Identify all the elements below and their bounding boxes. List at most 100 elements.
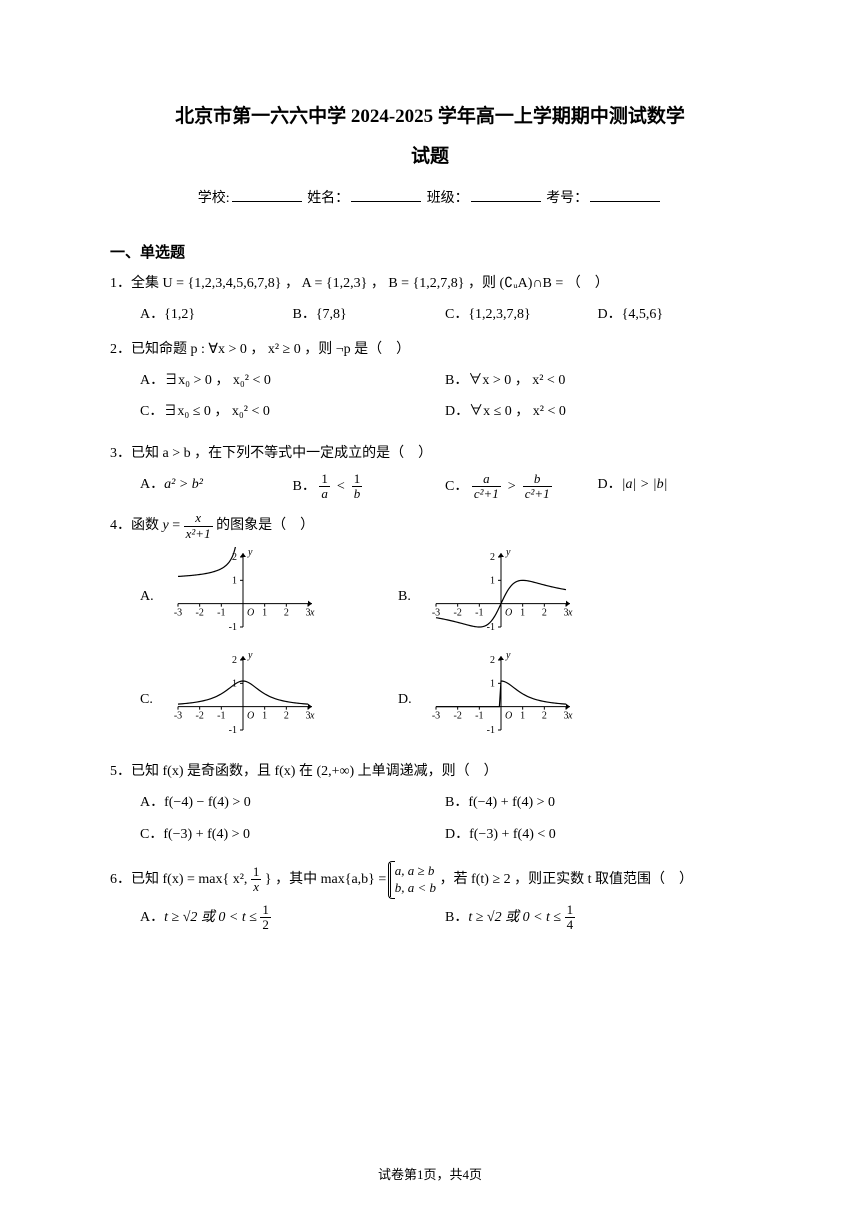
question-1: 1．全集 U = {1,2,3,4,5,6,7,8} ， A = {1,2,3}… <box>110 271 750 327</box>
frac-num: 1 <box>319 472 330 487</box>
examno-label: 考号： <box>546 191 588 206</box>
svg-text:y: y <box>247 650 253 661</box>
q1-opt-c: C．{1,2,3,7,8} <box>445 302 598 327</box>
q5-opt-d: D．f(−3) + f(4) < 0 <box>445 822 750 847</box>
svg-text:O: O <box>505 711 512 722</box>
examno-blank <box>590 187 660 202</box>
svg-text:y: y <box>505 547 511 558</box>
svg-text:2: 2 <box>490 552 495 563</box>
q2-body: 已知命题 p : ∀x > 0 ， x² ≥ 0 ，则 ¬p 是（ ） <box>131 342 410 357</box>
svg-text:2: 2 <box>542 711 547 722</box>
q6-number: 6． <box>110 872 131 887</box>
svg-text:-2: -2 <box>453 608 461 619</box>
q4-number: 4． <box>110 518 131 533</box>
q6b-pre: t ≥ √2 或 0 < t ≤ <box>468 910 564 925</box>
q6a-pre: t ≥ √2 或 0 < t ≤ <box>164 910 260 925</box>
svg-text:y: y <box>505 650 511 661</box>
svg-text:-1: -1 <box>487 725 495 736</box>
svg-text:-3: -3 <box>432 608 440 619</box>
frac-num: b <box>523 472 552 487</box>
q6-piece2: b, a < b <box>395 880 436 897</box>
q4-opt-c-label: C. <box>110 687 162 712</box>
frac-num: 1 <box>565 903 576 918</box>
q6-post: ，若 f(t) ≥ 2 ，则正实数 t 取值范围（ ） <box>440 872 693 887</box>
q4-text: 4．函数 y = xx²+1 的图象是（ ） <box>110 511 750 541</box>
q6a-frac: 12 <box>260 903 271 933</box>
q3-body: 已知 a > b ，在下列不等式中一定成立的是（ ） <box>131 446 432 461</box>
svg-text:O: O <box>247 711 254 722</box>
q1-opt-a: A．{1,2} <box>140 302 293 327</box>
q6-piecewise: a, a ≥ b b, a < b <box>390 863 436 897</box>
name-blank <box>351 187 421 202</box>
q4-row-cd: C. -3-2-1123-112Oxy D. -3-2-1123-112Oxy <box>110 650 750 749</box>
frac-num: a <box>472 472 501 487</box>
question-5: 5．已知 f(x) 是奇函数，且 f(x) 在 (2,+∞) 上单调递减，则（ … <box>110 759 750 853</box>
frac-den: x²+1 <box>184 527 213 541</box>
frac-num: 1 <box>251 865 262 880</box>
svg-text:-1: -1 <box>475 711 483 722</box>
q5-body: 已知 f(x) 是奇函数，且 f(x) 在 (2,+∞) 上单调递减，则（ ） <box>131 764 498 779</box>
svg-text:-1: -1 <box>229 725 237 736</box>
q2-text: 2．已知命题 p : ∀x > 0 ， x² ≥ 0 ，则 ¬p 是（ ） <box>110 337 750 362</box>
svg-text:O: O <box>247 608 254 619</box>
q6b-frac: 14 <box>565 903 576 933</box>
q2-opt-d: D．∀x ≤ 0 ， x² < 0 <box>445 399 750 424</box>
q2-opt-a: A．∃x₀ > 0 ， x₀² < 0 <box>140 368 445 393</box>
q3-options: A．a² > b² B． 1a < 1b C． ac²+1 > bc²+1 D．… <box>110 472 750 502</box>
class-blank <box>471 187 541 202</box>
frac-num: 1 <box>352 472 363 487</box>
q6b-label: B． <box>445 910 468 925</box>
q2-number: 2． <box>110 342 131 357</box>
name-label: 姓名： <box>307 191 349 206</box>
frac-den: c²+1 <box>523 487 552 501</box>
q4-row-ab: A. -3-2-1123-112Oxy B. -3-2-1123-112Oxy <box>110 547 750 646</box>
frac-den: x <box>251 880 262 894</box>
q6-piece1: a, a ≥ b <box>395 863 436 880</box>
q3-text: 3．已知 a > b ，在下列不等式中一定成立的是（ ） <box>110 441 750 466</box>
svg-text:x: x <box>567 711 573 722</box>
svg-text:1: 1 <box>490 678 495 689</box>
q3-opt-a: A．a² > b² <box>140 472 293 502</box>
svg-text:2: 2 <box>232 552 237 563</box>
q1-number: 1． <box>110 276 131 291</box>
q3c-frac2: bc²+1 <box>523 472 552 502</box>
svg-text:1: 1 <box>520 711 525 722</box>
exam-page: 北京市第一六六中学 2024-2025 学年高一上学期期中测试数学 试题 学校:… <box>0 0 860 1216</box>
q2-opt-c: C．∃x₀ ≤ 0 ， x₀² < 0 <box>140 399 445 424</box>
q1-opt-b: B．{7,8} <box>293 302 446 327</box>
svg-text:x: x <box>309 711 315 722</box>
q3-number: 3． <box>110 446 131 461</box>
frac-den: 4 <box>565 918 576 932</box>
q4-graph-b: -3-2-1123-112Oxy <box>426 547 586 646</box>
q4-pre: 函数 <box>131 518 163 533</box>
svg-text:-1: -1 <box>229 622 237 633</box>
question-6: 6．已知 f(x) = max{ x², 1x } ，其中 max{a,b} =… <box>110 863 750 938</box>
frac-den: a <box>319 487 330 501</box>
q3b-label: B． <box>293 479 316 494</box>
q4-opt-b-label: B. <box>368 584 420 609</box>
q6-frac1x: 1x <box>251 865 262 895</box>
svg-text:2: 2 <box>284 608 289 619</box>
q4-graph-a: -3-2-1123-112Oxy <box>168 547 328 646</box>
question-4: 4．函数 y = xx²+1 的图象是（ ） A. -3-2-1123-112O… <box>110 511 750 749</box>
q3d-label: D． <box>598 477 622 492</box>
svg-text:1: 1 <box>490 575 495 586</box>
question-3: 3．已知 a > b ，在下列不等式中一定成立的是（ ） A．a² > b² B… <box>110 441 750 502</box>
svg-text:1: 1 <box>520 608 525 619</box>
q6-mid: } ，其中 max{a,b} = <box>265 872 390 887</box>
q1-text: 1．全集 U = {1,2,3,4,5,6,7,8} ， A = {1,2,3}… <box>110 271 750 296</box>
svg-text:x: x <box>567 608 573 619</box>
svg-text:-2: -2 <box>195 608 203 619</box>
page-subtitle: 试题 <box>110 140 750 174</box>
school-blank <box>232 187 302 202</box>
svg-text:2: 2 <box>284 711 289 722</box>
svg-text:-2: -2 <box>195 711 203 722</box>
svg-text:x: x <box>309 608 315 619</box>
q6-text: 6．已知 f(x) = max{ x², 1x } ，其中 max{a,b} =… <box>110 863 750 897</box>
q3b-frac2: 1b <box>352 472 363 502</box>
svg-text:2: 2 <box>490 655 495 666</box>
page-footer: 试卷第1页，共4页 <box>0 1163 860 1186</box>
svg-text:y: y <box>247 547 253 558</box>
svg-text:2: 2 <box>542 608 547 619</box>
q6-pre: 已知 f(x) = max{ x², <box>131 872 251 887</box>
